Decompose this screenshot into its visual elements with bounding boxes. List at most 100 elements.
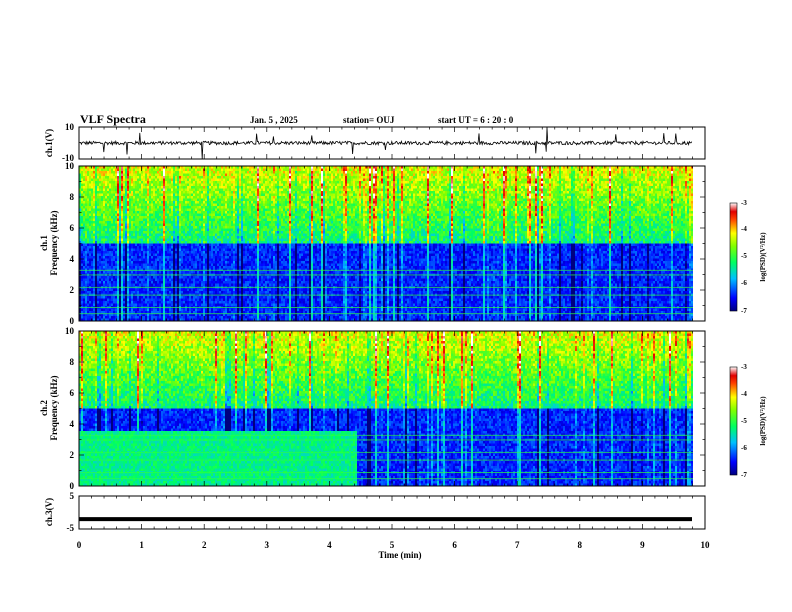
- spectrogram-cell: [89, 228, 92, 232]
- spectrogram-cell: [199, 246, 202, 249]
- spectrogram-cell: [81, 191, 84, 194]
- spectrogram-cell: [235, 188, 238, 192]
- spectrogram-cell: [125, 271, 128, 274]
- spectrogram-cell: [167, 208, 170, 212]
- spectrogram-cell: [231, 196, 234, 199]
- spectrogram-cell: [229, 208, 232, 212]
- spectrogram-cell: [235, 223, 238, 227]
- spectrogram-cell: [117, 211, 120, 214]
- spectrogram-cell: [95, 301, 98, 304]
- spectrogram-cell: [185, 203, 188, 207]
- spectrogram-cell: [95, 288, 98, 292]
- spectrogram-cell: [109, 276, 112, 279]
- spectrogram-cell: [111, 281, 114, 284]
- spectrogram-cell: [123, 266, 126, 269]
- spectrogram-cell: [155, 263, 158, 267]
- spectrogram-cell: [89, 223, 92, 227]
- spectrogram-cell: [129, 201, 132, 204]
- spectrogram-cell: [145, 238, 148, 242]
- spectrogram-cell: [161, 168, 164, 172]
- spectrogram-cell: [201, 316, 204, 319]
- spectrogram-cell: [85, 313, 88, 317]
- spectrogram-cell: [193, 296, 196, 299]
- spectrogram-cell: [165, 296, 168, 299]
- spectrogram-cell: [87, 258, 90, 262]
- spectrogram-cell: [231, 253, 234, 257]
- spectrogram-cell: [113, 211, 116, 214]
- spectrogram-cell: [111, 206, 114, 209]
- spectrogram-cell: [153, 168, 156, 172]
- spectrogram-cell: [105, 186, 108, 189]
- spectrogram-cell: [197, 243, 200, 247]
- spectrogram-cell: [201, 281, 204, 284]
- spectrogram-cell: [211, 183, 214, 187]
- spectrogram-cell: [239, 223, 242, 227]
- spectrogram-cell: [159, 208, 162, 212]
- spectrogram-cell: [115, 231, 118, 234]
- spectrogram-cell: [139, 201, 142, 204]
- spectrogram-cell: [143, 281, 146, 284]
- spectrogram-cell: [205, 171, 208, 174]
- spectrogram-cell: [227, 186, 230, 189]
- spectrogram-cell: [155, 281, 158, 284]
- spectrogram-cell: [221, 213, 224, 217]
- spectrogram-cell: [155, 173, 158, 177]
- spectrogram-cell: [115, 188, 118, 192]
- spectrogram-cell: [103, 221, 106, 224]
- spectrogram-cell: [111, 236, 114, 239]
- spectrogram-cell: [179, 218, 182, 222]
- spectrogram-cell: [223, 168, 226, 172]
- spectrogram-cell: [157, 266, 160, 269]
- spectrogram-cell: [153, 193, 156, 197]
- spectrogram-cell: [169, 278, 172, 282]
- spectrogram-cell: [109, 248, 112, 252]
- spectrogram-cell: [131, 203, 134, 207]
- spectrogram-cell: [215, 188, 218, 192]
- spectrogram-cell: [169, 223, 172, 227]
- spectrogram-cell: [109, 291, 112, 294]
- spectrogram-cell: [185, 233, 188, 237]
- spectrogram-cell: [81, 228, 84, 232]
- spectrogram-cell: [209, 203, 212, 207]
- spectrogram-cell: [95, 283, 98, 287]
- spectrogram-cell: [175, 226, 178, 229]
- spectrogram-cell: [117, 303, 120, 307]
- spectrogram-cell: [89, 298, 92, 302]
- spectrogram-cell: [199, 213, 202, 217]
- spectrogram-cell: [137, 223, 140, 227]
- spectrogram-cell: [141, 243, 144, 247]
- spectrogram-cell: [105, 183, 108, 187]
- spectrogram-cell: [201, 303, 204, 307]
- spectrogram-cell: [127, 308, 130, 312]
- spectrogram-cell: [175, 278, 178, 282]
- spectrogram-cell: [139, 276, 142, 279]
- spectrogram-cell: [233, 246, 236, 249]
- spectrogram-cell: [87, 296, 90, 299]
- spectrogram-cell: [87, 313, 90, 317]
- spectrogram-cell: [155, 298, 158, 302]
- spectrogram-cell: [229, 303, 232, 307]
- spectrogram-cell: [229, 256, 232, 259]
- spectrogram-cell: [137, 256, 140, 259]
- spectrogram-cell: [83, 231, 86, 234]
- spectrogram-cell: [93, 226, 96, 229]
- spectrogram-cell: [85, 298, 88, 302]
- spectrogram-cell: [169, 308, 172, 312]
- spectrogram-cell: [199, 231, 202, 234]
- spectrogram-cell: [231, 263, 234, 267]
- spectrogram-cell: [235, 263, 238, 267]
- spectrogram-cell: [173, 206, 176, 209]
- spectrogram-cell: [145, 318, 148, 321]
- spectrogram-cell: [163, 261, 166, 264]
- spectrogram-cell: [199, 278, 202, 282]
- spectrogram-cell: [203, 181, 206, 184]
- spectrogram-cell: [177, 253, 180, 257]
- spectrogram-cell: [149, 183, 152, 187]
- spectrogram-cell: [143, 193, 146, 197]
- spectrogram-cell: [211, 258, 214, 262]
- spectrogram-cell: [191, 258, 194, 262]
- spectrogram-cell: [181, 263, 184, 267]
- spectrogram-cell: [143, 166, 146, 169]
- spectrogram-cell: [191, 318, 194, 321]
- spectrogram-cell: [97, 266, 100, 269]
